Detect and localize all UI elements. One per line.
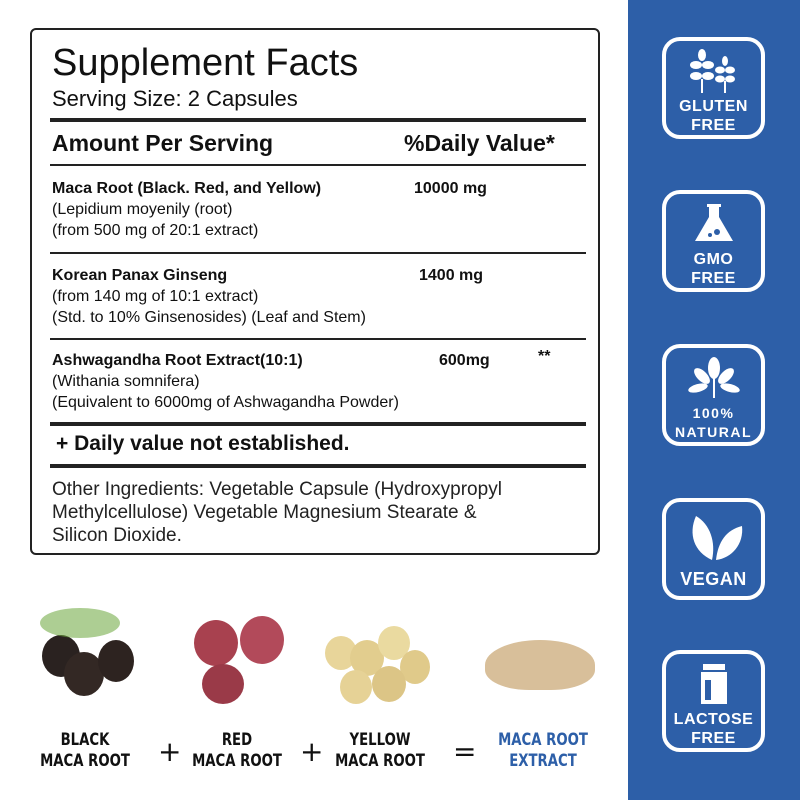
caption-line: YELLOW <box>349 730 411 750</box>
row-dv: ** <box>538 348 551 365</box>
badge-text: FREE <box>691 117 736 134</box>
serving-size: Serving Size: 2 Capsules <box>52 86 298 111</box>
caption-line: MACA ROOT <box>498 730 588 750</box>
badge-text: GMO <box>693 251 734 268</box>
caption-line: RED <box>221 730 253 750</box>
header-amount: Amount Per Serving <box>52 130 274 156</box>
caption-line: MACA ROOT <box>40 751 130 771</box>
badge-text: NATURAL <box>674 424 753 440</box>
row-amount: 1400 mg <box>419 267 484 284</box>
caption-red-maca: RED MACA ROOT <box>186 730 287 772</box>
milk-carton-icon <box>700 664 727 704</box>
divider <box>50 422 586 426</box>
caption-yellow-maca: YELLOW MACA ROOT <box>329 730 430 772</box>
wheat-icon <box>689 49 735 93</box>
caption-maca-extract: MACA ROOT EXTRACT <box>492 730 593 772</box>
badge-text: VEGAN <box>680 569 747 589</box>
badge-text: GLUTEN <box>679 98 748 115</box>
other-line: Methylcellulose) Vegetable Magnesium Ste… <box>52 502 477 523</box>
badge-gluten-free: GLUTEN FREE <box>662 37 765 139</box>
other-line: Silicon Dioxide. <box>52 525 182 546</box>
caption-line: BLACK <box>60 730 110 750</box>
facts-title: Supplement Facts <box>52 42 359 84</box>
divider <box>50 464 586 468</box>
header-daily-value: %Daily Value* <box>404 130 555 156</box>
supplement-facts-label: Supplement Facts Serving Size: 2 Capsule… <box>30 28 600 555</box>
badge-text: LACTOSE <box>673 711 754 728</box>
badge-natural: 100% NATURAL <box>662 344 765 446</box>
divider <box>50 252 586 254</box>
divider <box>50 338 586 340</box>
badge-text: 100% <box>692 405 735 421</box>
row-detail: (Equivalent to 6000mg of Ashwagandha Pow… <box>52 394 399 411</box>
caption-black-maca: BLACK MACA ROOT <box>34 730 135 772</box>
caption-line: EXTRACT <box>509 751 577 771</box>
badge-vegan: VEGAN <box>662 498 765 600</box>
divider <box>50 118 586 122</box>
row-detail: (Lepidium moyenily (root) <box>52 201 233 218</box>
flask-icon <box>694 204 733 241</box>
footnote: + Daily value not established. <box>56 432 350 455</box>
row-amount: 600mg <box>439 352 490 369</box>
other-line: Other Ingredients: Vegetable Capsule (Hy… <box>52 479 502 500</box>
other-ingredients: Other Ingredients: Vegetable Capsule (Hy… <box>52 478 502 547</box>
row-detail: (Withania somnifera) <box>52 373 200 390</box>
badge-gmo-free: GMO FREE <box>662 190 765 292</box>
row-detail: (Std. to 10% Ginsenosides) (Leaf and Ste… <box>52 309 366 326</box>
row-amount: 10000 mg <box>414 180 487 197</box>
plant-icon <box>687 357 740 398</box>
leaves-icon <box>692 516 742 560</box>
row-name: Ashwagandha Root Extract(10:1) <box>52 352 303 369</box>
row-detail: (from 500 mg of 20:1 extract) <box>52 222 259 239</box>
caption-line: MACA ROOT <box>335 751 425 771</box>
badge-panel: GLUTEN FREE GMO FREE 100% NATURAL VEGAN LAC… <box>628 0 800 800</box>
badge-lactose-free: LACTOSE FREE <box>662 650 765 752</box>
divider <box>50 164 586 166</box>
row-detail: (from 140 mg of 10:1 extract) <box>52 288 259 305</box>
plus-sign: + <box>158 735 182 768</box>
badge-text: FREE <box>691 730 736 747</box>
equals-sign: = <box>453 735 477 768</box>
row-name: Korean Panax Ginseng <box>52 267 228 284</box>
plus-sign: + <box>300 735 324 768</box>
badge-text: FREE <box>691 270 736 287</box>
row-name: Maca Root (Black. Red, and Yellow) <box>52 180 322 197</box>
caption-line: MACA ROOT <box>192 751 282 771</box>
